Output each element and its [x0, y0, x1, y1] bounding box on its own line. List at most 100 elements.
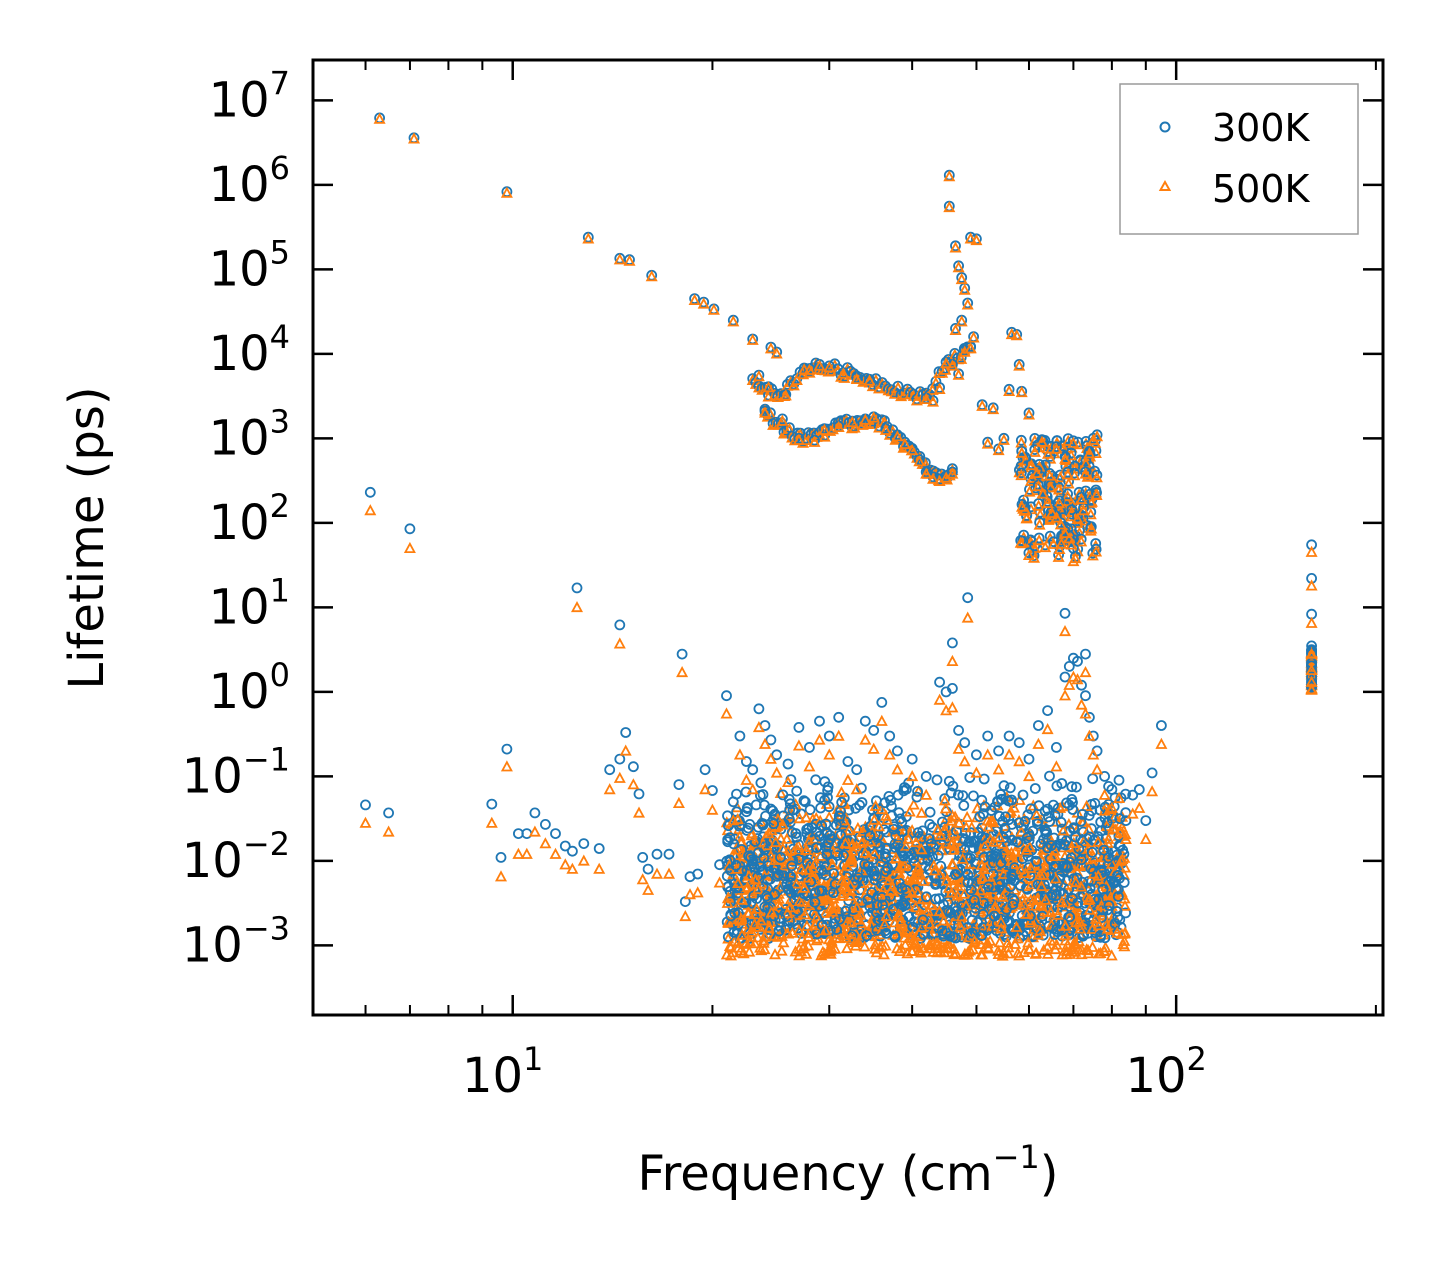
series-500k-point — [1020, 843, 1033, 855]
series-500k-point — [731, 876, 745, 888]
series-300k-point — [823, 730, 835, 742]
series-300k-point — [1053, 495, 1065, 507]
series-300k-point — [529, 807, 541, 819]
series-300k-point — [1066, 781, 1078, 793]
legend-label-300k: 300K — [1212, 106, 1311, 150]
series-500k-point — [1086, 922, 1099, 934]
series-500k-point — [1028, 541, 1041, 553]
series-300k-point — [1023, 547, 1035, 559]
series-500k-point — [1146, 785, 1159, 797]
series-500k-point — [795, 863, 808, 875]
series-300k-point — [871, 925, 883, 936]
series-500k-point — [373, 112, 386, 124]
series-500k-point — [1089, 912, 1102, 924]
series-500k-point — [992, 444, 1005, 456]
series-300k-point — [1040, 825, 1052, 837]
series-300k-point — [1061, 797, 1072, 809]
series-500k-point — [956, 852, 969, 864]
series-500k-point — [1027, 893, 1040, 905]
series-500k-point — [891, 763, 904, 775]
series-300k-point — [806, 822, 818, 834]
series-500k-point — [1155, 737, 1168, 749]
series-500k-point — [1102, 832, 1115, 844]
series-300k-point — [880, 852, 891, 863]
series-500k-point — [1139, 832, 1152, 844]
series-300k-point — [971, 749, 982, 761]
series-500k-point — [879, 939, 892, 951]
series-500k-point — [683, 888, 697, 900]
series-500k-point — [1013, 755, 1026, 767]
series-500k-point — [1096, 851, 1109, 863]
series-500k-point — [1041, 497, 1054, 509]
series-300k-point — [604, 764, 616, 776]
series-300k-point — [1084, 831, 1095, 843]
series-300k-point — [747, 764, 759, 776]
series-500k-point — [1105, 949, 1118, 961]
series-500k-point — [945, 814, 958, 826]
series-500k-point — [840, 859, 853, 871]
series-500k-point — [699, 783, 712, 795]
series-300k-point — [950, 240, 961, 252]
series-500k-point — [765, 906, 778, 918]
series-500k-point — [967, 331, 980, 343]
series-300k-point — [642, 863, 654, 875]
legend-box — [1119, 83, 1359, 235]
series-300k-point — [1070, 831, 1081, 843]
series-500k-point — [740, 936, 753, 948]
series-300k-point — [1084, 445, 1095, 457]
series-500k-point — [1053, 497, 1066, 509]
series-300k-point — [1062, 466, 1074, 478]
series-500k-point — [997, 837, 1010, 849]
series-500k-point — [528, 825, 541, 837]
series-500k-point — [1087, 748, 1100, 760]
series-500k-point — [912, 929, 925, 941]
series-500k-point — [1061, 938, 1074, 950]
series-500k-point — [1083, 729, 1096, 741]
series-500k-point — [943, 201, 956, 213]
series-300k-point — [780, 924, 792, 936]
series-300k-point — [1035, 838, 1047, 850]
series-300k-point — [930, 879, 941, 890]
series-300k-point — [965, 827, 977, 839]
series-300k-point — [983, 881, 994, 893]
series-500k-point — [1090, 488, 1103, 500]
series-500k-point — [846, 837, 859, 849]
series-500k-point — [931, 823, 944, 835]
series-500k-point — [743, 945, 756, 957]
series-300k-point — [1055, 517, 1067, 529]
series-500k-point — [916, 920, 929, 932]
series-500k-point — [933, 905, 946, 917]
series-300k-point — [1127, 789, 1139, 801]
y-tick-label: 107 — [209, 64, 290, 128]
series-300k-point — [831, 924, 842, 935]
series-500k-point — [810, 911, 823, 923]
series-500k-point — [823, 361, 836, 373]
series-500k-point — [1005, 328, 1018, 340]
series-500k-point — [1100, 879, 1113, 891]
series-500k-point — [1090, 471, 1103, 483]
series-300k-point — [1114, 813, 1126, 824]
series-500k-point — [566, 862, 579, 874]
series-500k-point — [943, 937, 956, 949]
series-500k-point — [924, 898, 937, 910]
series-300k-point — [728, 926, 740, 938]
series-500k-point — [1042, 513, 1055, 525]
series-300k-point — [1056, 778, 1068, 789]
series-300k-point — [1065, 852, 1077, 864]
series-500k-point — [779, 389, 792, 401]
series-300k-point — [1006, 870, 1017, 881]
series-500k-point — [1305, 683, 1318, 695]
legend-label-500k: 500K — [1212, 167, 1311, 211]
series-300k-point — [1036, 434, 1048, 446]
series-500k-point — [911, 886, 924, 898]
series-500k-point — [949, 241, 962, 253]
series-500k-point — [1023, 943, 1036, 955]
series-500k-point — [822, 933, 836, 945]
series-500k-point — [707, 303, 720, 315]
series-500k-point — [1039, 541, 1052, 553]
series-300k-point — [1044, 467, 1055, 479]
series-500k-point — [781, 927, 794, 939]
series-500k-point — [737, 947, 750, 959]
series-300k-point — [965, 884, 977, 896]
series-500k-point — [977, 872, 990, 884]
